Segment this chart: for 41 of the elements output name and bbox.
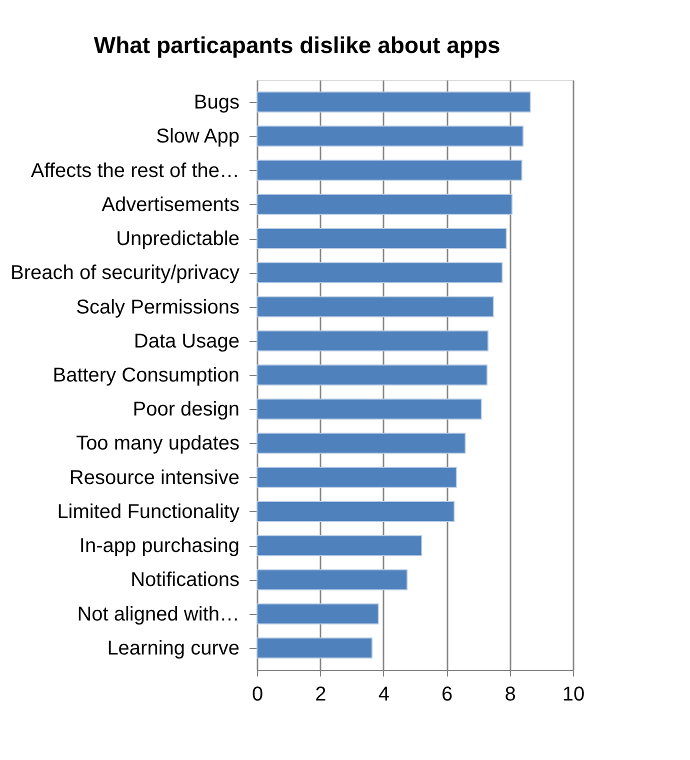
y-tick-label: Not aligned with… (77, 603, 240, 626)
y-tick-label: Unpredictable (116, 228, 240, 250)
y-tick-label: Resource intensive (69, 466, 240, 489)
bar (256, 500, 455, 522)
x-tick-label: 2 (315, 684, 326, 706)
y-tick-label: Too many updates (76, 432, 240, 455)
x-tick-label: 8 (504, 684, 516, 706)
y-tick-label: In-app purchasing (79, 535, 240, 558)
bar (256, 330, 488, 352)
bar (256, 364, 488, 386)
bar (256, 432, 466, 454)
bar (256, 296, 494, 318)
bar (256, 228, 507, 250)
y-tick-label: Bugs (194, 92, 240, 114)
bar (256, 126, 524, 147)
x-tick-label: 10 (562, 684, 585, 706)
y-tick-label: Affects the rest of the… (30, 160, 240, 182)
bar (256, 535, 422, 556)
x-tick-label: 6 (442, 684, 453, 706)
bar (256, 398, 482, 420)
y-tick-label: Breach of security/privacy (10, 262, 240, 284)
y-tick-label: Data Usage (134, 330, 240, 352)
bar (256, 637, 373, 658)
y-tick-label: Notifications (130, 569, 240, 592)
y-tick-label: Advertisements (102, 194, 240, 216)
x-tick-label: 4 (378, 684, 390, 706)
chart-title: What particapants dislike about apps (94, 32, 500, 58)
y-tick-label: Slow App (156, 126, 240, 148)
y-tick-label: Scaly Permissions (76, 296, 240, 318)
bar (256, 466, 457, 488)
bar (256, 603, 379, 624)
y-tick-label: Battery Consumption (52, 364, 240, 386)
bar (256, 92, 531, 113)
bar (256, 160, 522, 181)
bar (256, 194, 513, 215)
bar (256, 569, 408, 590)
bar (256, 262, 503, 284)
y-tick-label: Learning curve (107, 637, 240, 660)
y-tick-label: Limited Functionality (57, 500, 240, 523)
x-tick-label: 0 (252, 684, 264, 706)
y-tick-label: Poor design (132, 398, 240, 421)
